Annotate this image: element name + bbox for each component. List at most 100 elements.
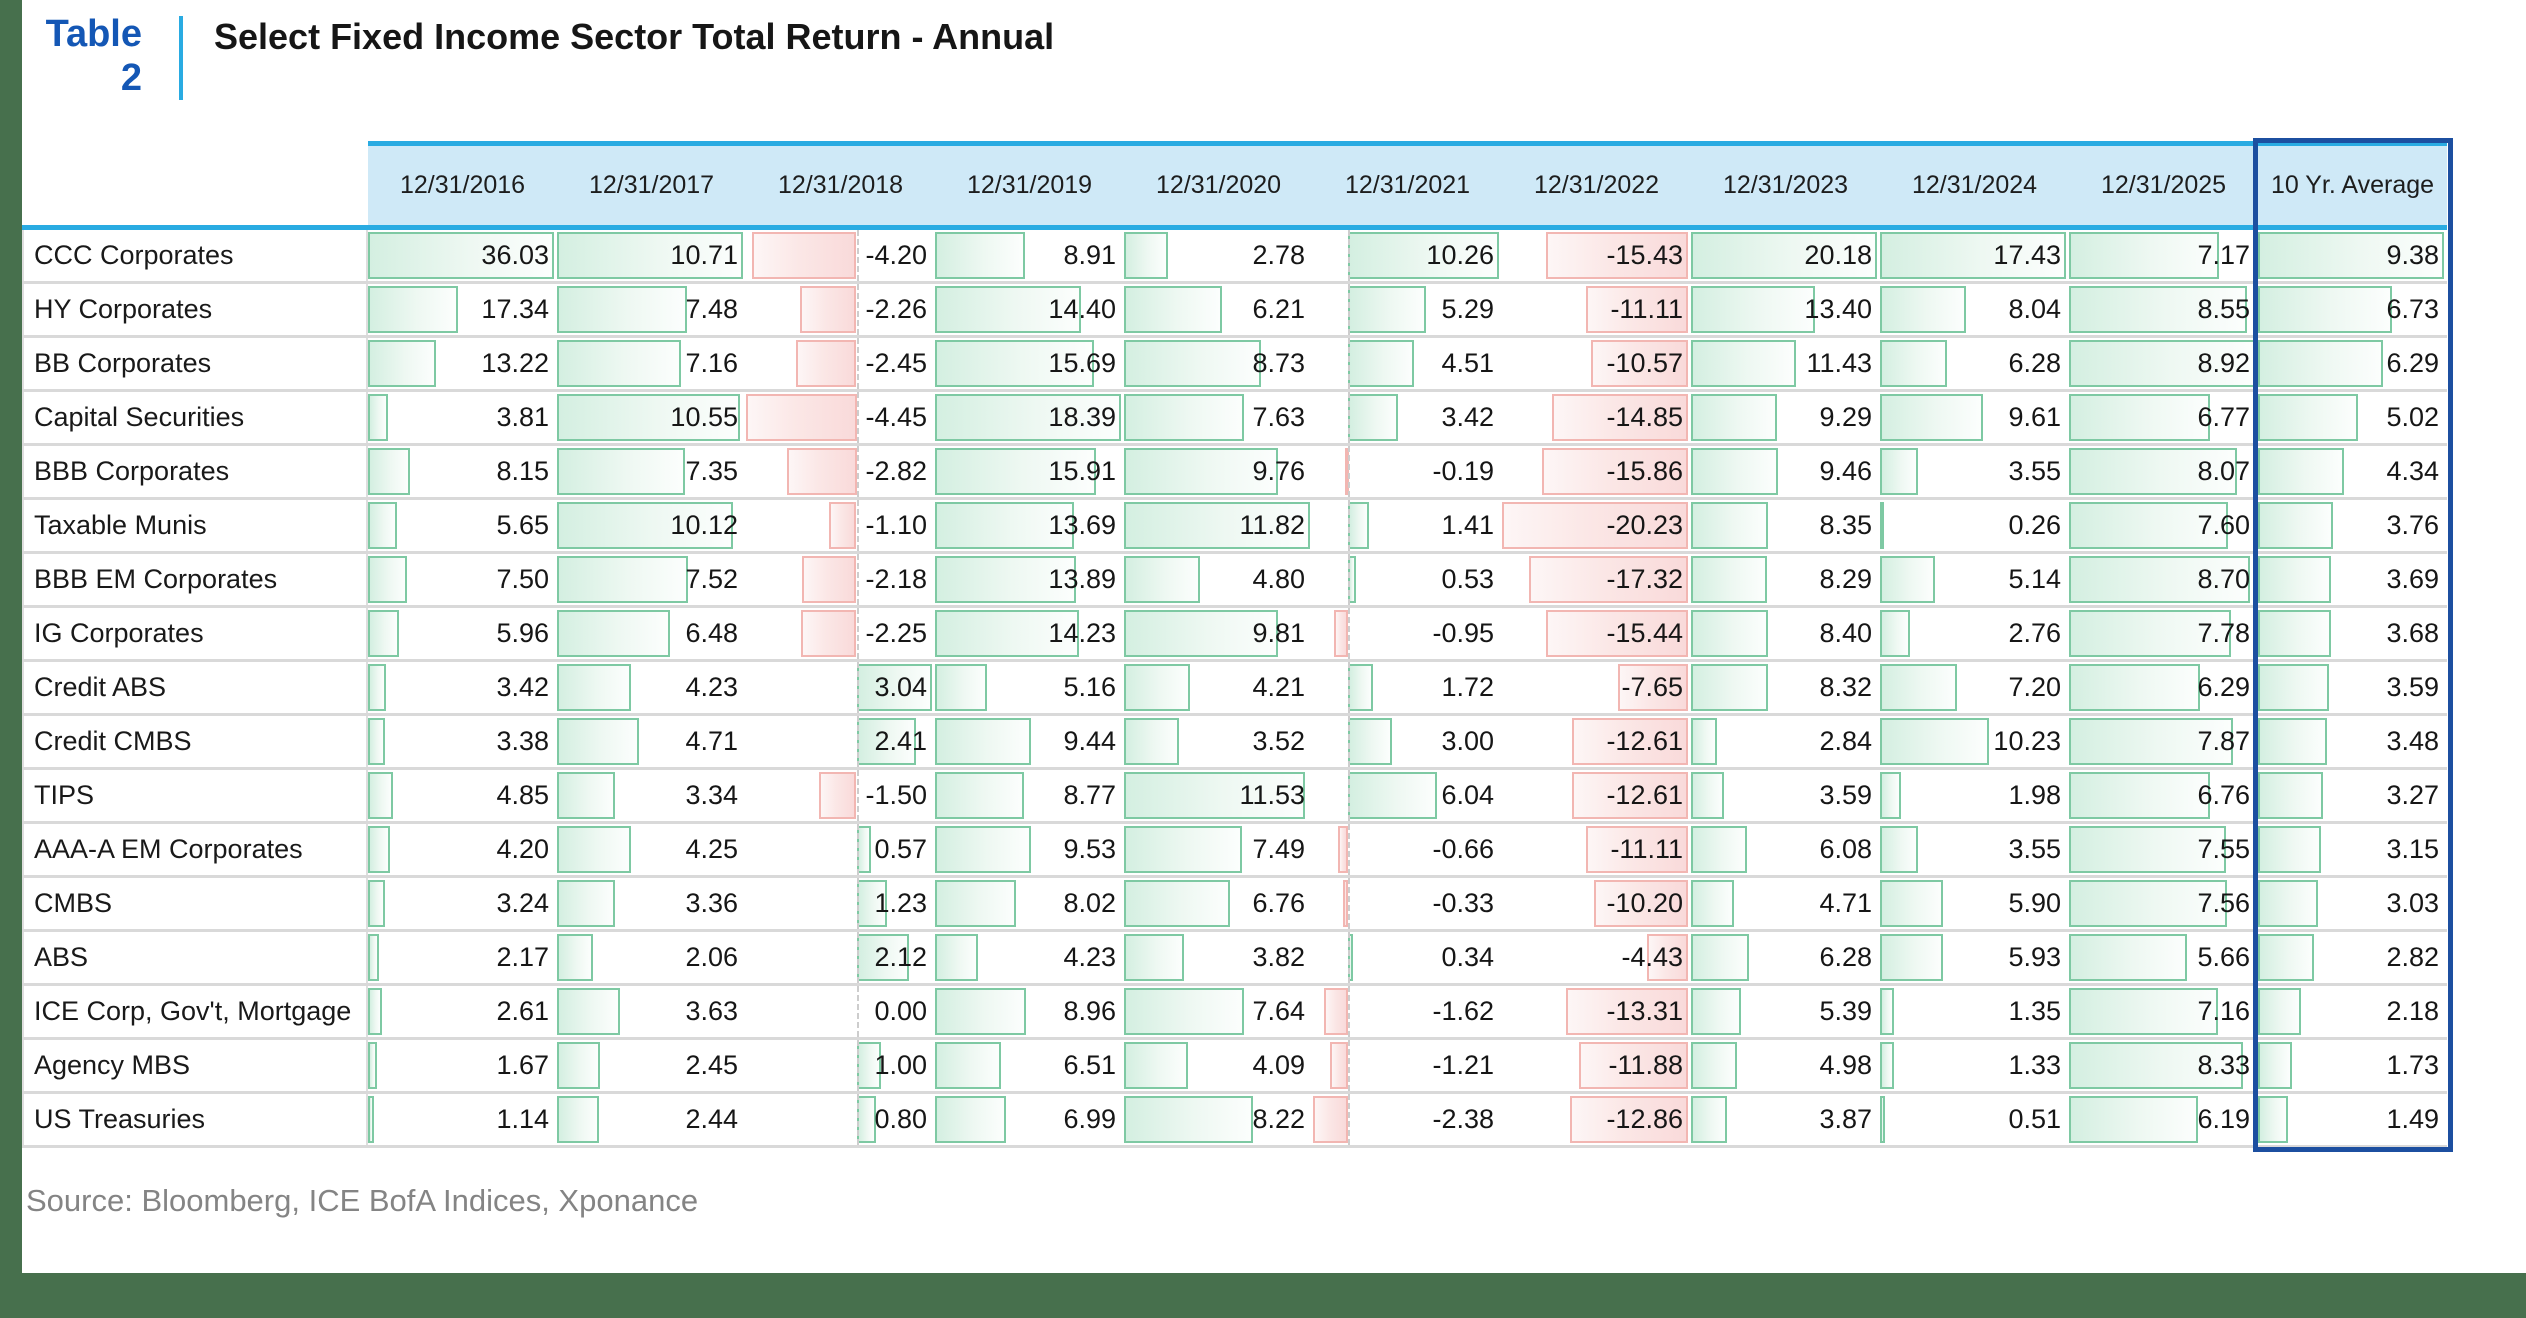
positive-data-bar bbox=[2258, 448, 2345, 495]
cell-value: 4.23 bbox=[685, 672, 738, 702]
value-cell: 4.20 bbox=[368, 824, 557, 875]
positive-data-bar bbox=[856, 718, 917, 765]
value-cell: 3.59 bbox=[2258, 662, 2447, 713]
positive-data-bar bbox=[368, 880, 385, 927]
positive-data-bar bbox=[1880, 826, 1918, 873]
value-cell: 4.80 bbox=[1124, 554, 1313, 605]
value-cell: 6.29 bbox=[2258, 338, 2447, 389]
value-cell: 3.55 bbox=[1880, 446, 2069, 497]
bar-axis-line bbox=[1348, 338, 1350, 389]
positive-data-bar bbox=[1691, 448, 1779, 495]
cell-value: 3.82 bbox=[1252, 942, 1305, 972]
positive-data-bar bbox=[557, 664, 631, 711]
cell-value: 2.44 bbox=[685, 1104, 738, 1134]
cell-value: 3.48 bbox=[2386, 726, 2439, 756]
value-cell: 2.84 bbox=[1691, 716, 1880, 767]
value-cell: 4.23 bbox=[557, 662, 746, 713]
cell-value: 6.73 bbox=[2386, 294, 2439, 324]
cell-value: 6.76 bbox=[1252, 888, 1305, 918]
positive-data-bar bbox=[1124, 664, 1191, 711]
value-cell: 13.89 bbox=[935, 554, 1124, 605]
value-cell: 14.23 bbox=[935, 608, 1124, 659]
column-header: 12/31/2021 bbox=[1313, 141, 1502, 225]
cell-value: -0.19 bbox=[1432, 456, 1494, 486]
value-cell: 9.76 bbox=[1124, 446, 1313, 497]
cell-value: 7.55 bbox=[2197, 834, 2250, 864]
cell-value: 2.78 bbox=[1252, 240, 1305, 270]
positive-data-bar bbox=[935, 232, 1026, 279]
positive-data-bar bbox=[1691, 502, 1768, 549]
positive-data-bar bbox=[1691, 718, 1718, 765]
cell-value: 0.51 bbox=[2008, 1104, 2061, 1134]
value-cell: -10.57 bbox=[1502, 338, 1691, 389]
value-cell: 5.14 bbox=[1880, 554, 2069, 605]
value-cell: 8.92 bbox=[2069, 338, 2258, 389]
cell-value: 0.34 bbox=[1441, 942, 1494, 972]
value-cell: 6.08 bbox=[1691, 824, 1880, 875]
value-cell: 9.61 bbox=[1880, 392, 2069, 443]
cell-value: -2.26 bbox=[865, 294, 927, 324]
cell-value: 3.52 bbox=[1252, 726, 1305, 756]
positive-data-bar bbox=[557, 232, 743, 279]
value-cell: 8.73 bbox=[1124, 338, 1313, 389]
value-cell: 1.00 bbox=[746, 1040, 935, 1091]
cell-value: 6.48 bbox=[685, 618, 738, 648]
row-label: IG Corporates bbox=[22, 608, 368, 659]
bar-axis-line bbox=[1348, 1040, 1350, 1091]
cell-value: 0.53 bbox=[1441, 564, 1494, 594]
cell-value: 3.69 bbox=[2386, 564, 2439, 594]
value-cell: -0.33 bbox=[1313, 878, 1502, 929]
positive-data-bar bbox=[1880, 718, 1990, 765]
value-cell: -2.82 bbox=[746, 446, 935, 497]
positive-data-bar bbox=[1880, 556, 1935, 603]
value-cell: 3.34 bbox=[557, 770, 746, 821]
positive-data-bar bbox=[856, 1042, 882, 1089]
value-cell: 3.24 bbox=[368, 878, 557, 929]
cell-value: 6.04 bbox=[1441, 780, 1494, 810]
positive-data-bar bbox=[935, 772, 1024, 819]
bar-axis-line bbox=[856, 500, 859, 551]
value-cell: 4.71 bbox=[1691, 878, 1880, 929]
value-cell: 1.72 bbox=[1313, 662, 1502, 713]
negative-data-bar bbox=[800, 610, 857, 657]
positive-data-bar bbox=[935, 556, 1076, 603]
cell-value: 7.48 bbox=[685, 294, 738, 324]
positive-data-bar bbox=[935, 934, 978, 981]
cell-value: 0.57 bbox=[874, 834, 927, 864]
value-cell: 5.29 bbox=[1313, 284, 1502, 335]
cell-value: 7.52 bbox=[685, 564, 738, 594]
value-cell: 1.67 bbox=[368, 1040, 557, 1091]
value-cell: -0.66 bbox=[1313, 824, 1502, 875]
table-row: Agency MBS 1.67 2.45 1.00 6.51 4.09 -1.21 -11.8… bbox=[22, 1040, 2447, 1094]
value-cell: 8.70 bbox=[2069, 554, 2258, 605]
positive-data-bar bbox=[368, 556, 407, 603]
table-tag: Table 2 bbox=[22, 12, 142, 100]
cell-value: 17.34 bbox=[481, 294, 549, 324]
value-cell: 5.90 bbox=[1880, 878, 2069, 929]
cell-value: -13.31 bbox=[1606, 996, 1683, 1026]
positive-data-bar bbox=[2258, 394, 2358, 441]
positive-data-bar bbox=[1880, 988, 1895, 1035]
value-cell: 6.04 bbox=[1313, 770, 1502, 821]
negative-data-bar bbox=[1334, 610, 1348, 657]
cell-value: 3.63 bbox=[685, 996, 738, 1026]
cell-value: 11.43 bbox=[1806, 348, 1872, 378]
positive-data-bar bbox=[2258, 502, 2333, 549]
bar-axis-line bbox=[856, 716, 859, 767]
positive-data-bar bbox=[1124, 340, 1262, 387]
positive-data-bar bbox=[856, 664, 932, 711]
value-cell: -2.38 bbox=[1313, 1094, 1502, 1145]
cell-value: 2.84 bbox=[1819, 726, 1872, 756]
positive-data-bar bbox=[1880, 502, 1884, 549]
positive-data-bar bbox=[1691, 394, 1777, 441]
cell-value: 3.36 bbox=[685, 888, 738, 918]
cell-value: -2.82 bbox=[865, 456, 927, 486]
cell-value: 9.76 bbox=[1252, 456, 1305, 486]
cell-value: 5.90 bbox=[2008, 888, 2061, 918]
row-label: ICE Corp, Gov't, Mortgage bbox=[22, 986, 368, 1037]
negative-data-bar bbox=[1578, 1042, 1688, 1089]
cell-value: 7.16 bbox=[2197, 996, 2250, 1026]
bar-axis-line bbox=[856, 1040, 859, 1091]
positive-data-bar bbox=[1880, 610, 1910, 657]
positive-data-bar bbox=[557, 826, 631, 873]
